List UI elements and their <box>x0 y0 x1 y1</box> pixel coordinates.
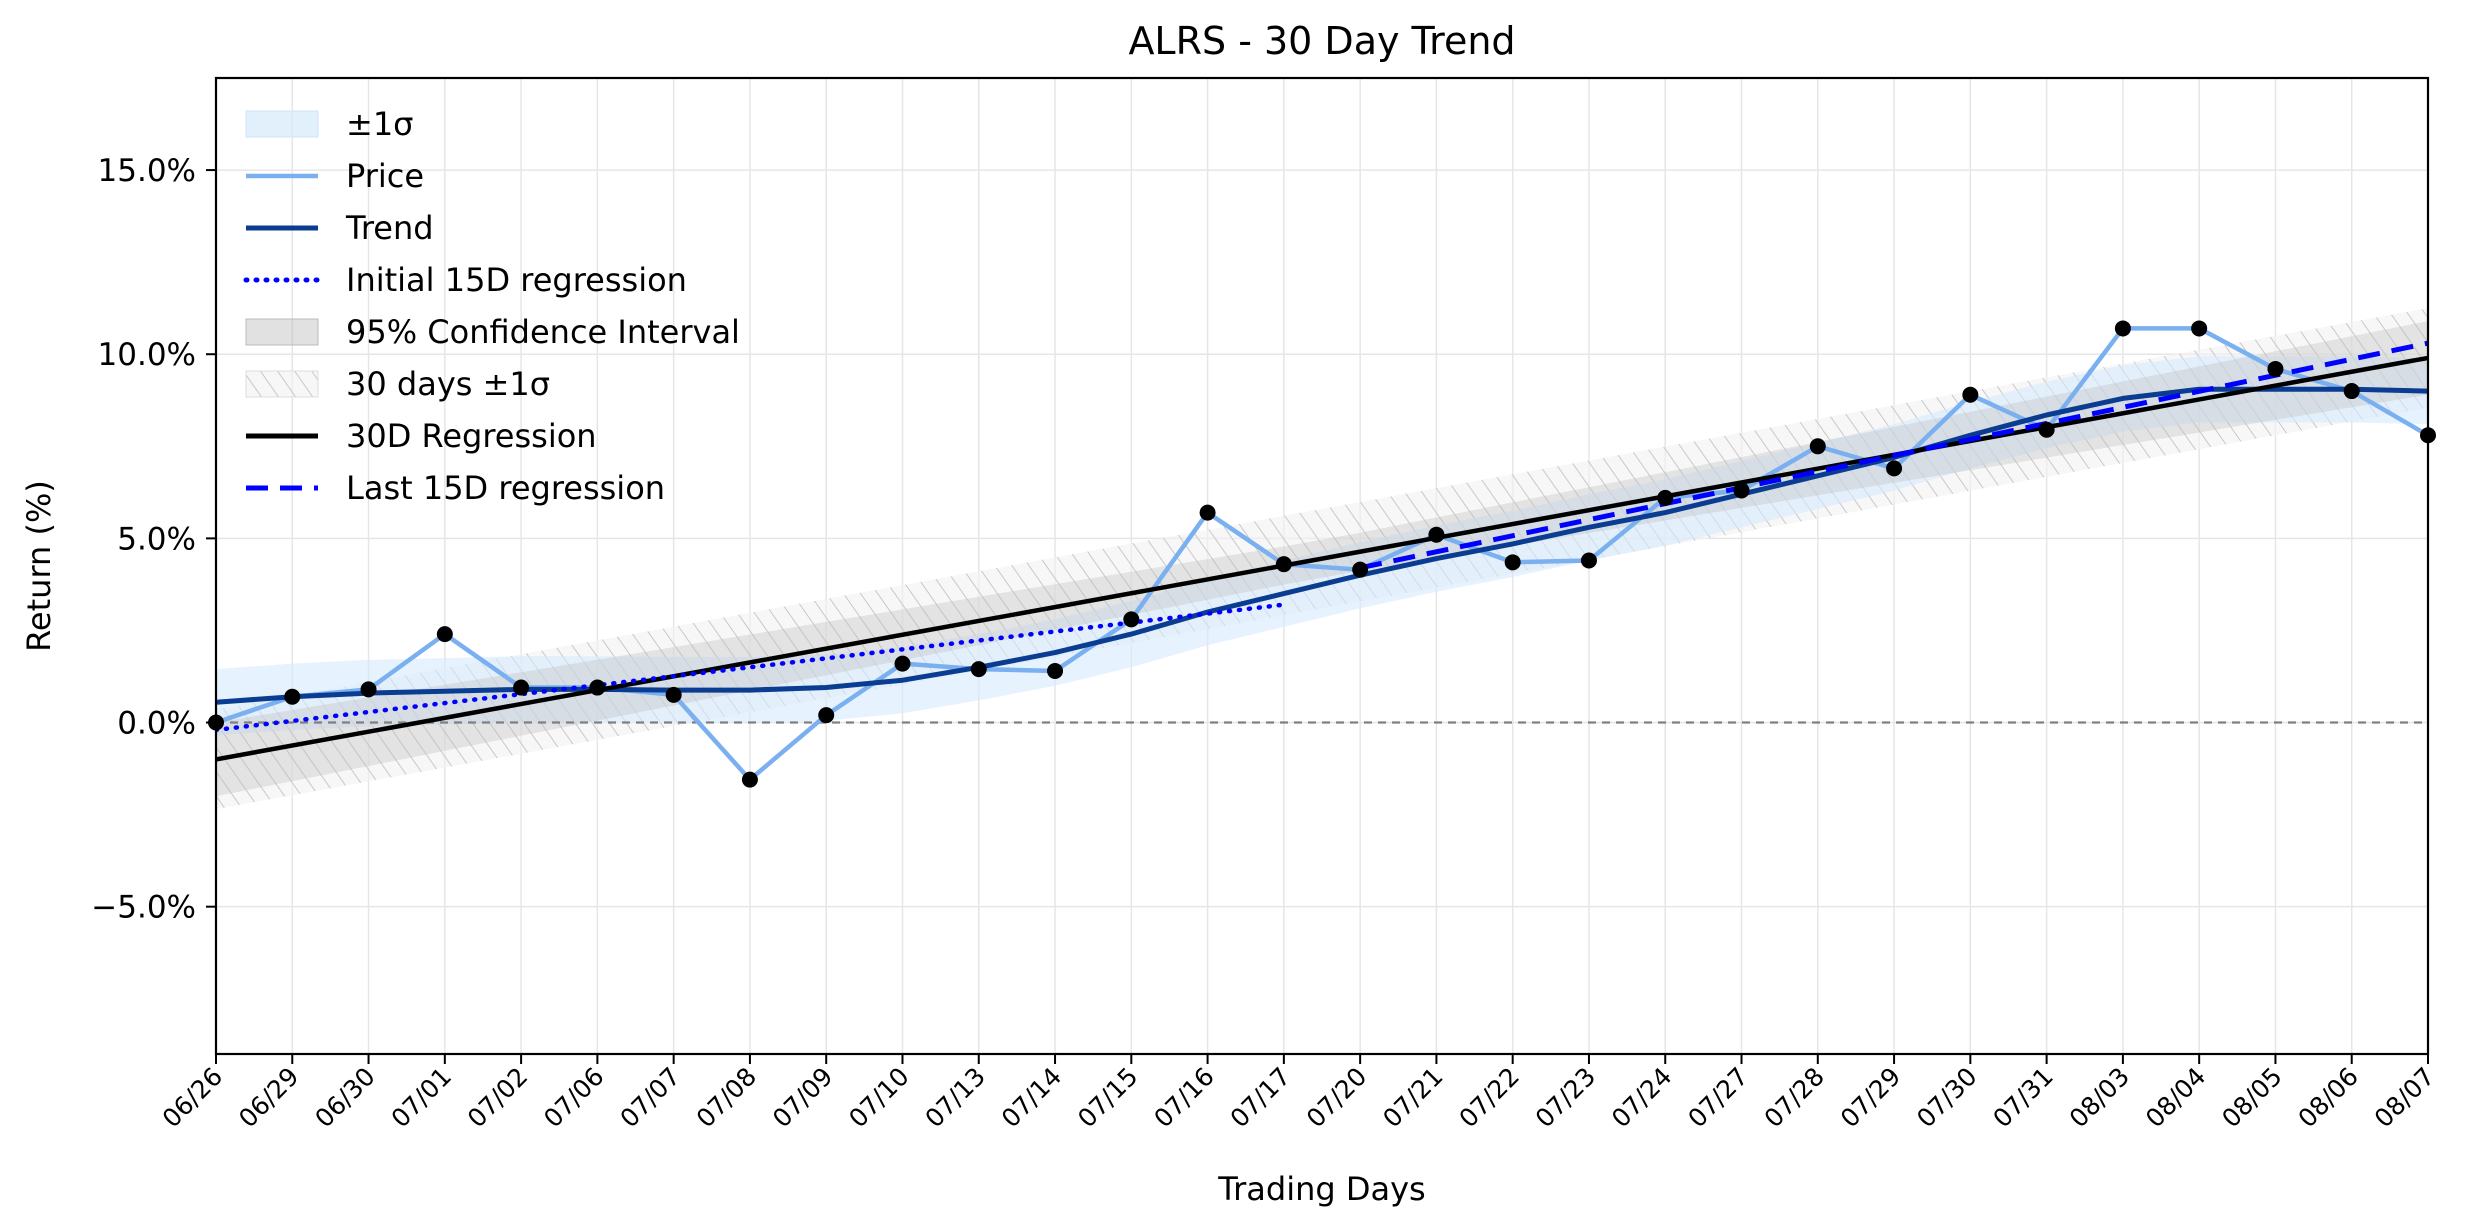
legend-label: 30D Regression <box>346 417 597 455</box>
x-tick-label: 08/07 <box>2369 1062 2440 1133</box>
price-point <box>1809 438 1826 455</box>
x-tick-label: 07/16 <box>1148 1062 1219 1133</box>
y-tick-label: 10.0% <box>98 337 196 373</box>
x-tick-label: 07/24 <box>1606 1062 1677 1133</box>
price-point <box>1657 489 1674 506</box>
price-point <box>360 681 377 698</box>
initial-15d-regression-line <box>216 602 1287 733</box>
legend-label: Initial 15D regression <box>346 261 687 299</box>
price-point <box>665 686 682 703</box>
plot-frame <box>214 76 2430 1056</box>
price-point <box>1047 662 1064 679</box>
price-point <box>1199 504 1216 521</box>
legend-swatch <box>245 110 319 138</box>
price-point <box>1428 526 1445 543</box>
x-tick-label: 07/07 <box>614 1062 685 1133</box>
price-point <box>2038 421 2055 438</box>
x-tick-label: 07/02 <box>462 1062 533 1133</box>
price-point <box>818 707 835 724</box>
price-point <box>741 771 758 788</box>
series-lines <box>216 326 2428 782</box>
price-point <box>970 661 987 678</box>
x-tick-label: 08/04 <box>2140 1062 2211 1133</box>
price-point <box>284 688 301 705</box>
price-point <box>513 679 530 696</box>
x-tick-label: 07/10 <box>843 1062 914 1133</box>
x-tick-label: 06/30 <box>309 1062 380 1133</box>
price-point <box>1123 611 1140 628</box>
price-point <box>589 679 606 696</box>
y-tick-label: 5.0% <box>117 521 196 557</box>
sigma-band <box>216 356 2428 736</box>
y-tick-label: 15.0% <box>98 153 196 189</box>
x-tick-label: 08/06 <box>2293 1062 2364 1133</box>
price-point <box>1352 561 1369 578</box>
x-tick-label: 07/01 <box>386 1062 457 1133</box>
x-axis-label: Trading Days <box>1217 1170 1425 1208</box>
x-tick-label: 07/15 <box>1072 1062 1143 1133</box>
x-tick-label: 07/08 <box>691 1062 762 1133</box>
x-tick-label: 07/13 <box>920 1062 991 1133</box>
x-tick-label: 08/03 <box>2064 1062 2135 1133</box>
x-tick-label: 07/09 <box>767 1062 838 1133</box>
x-tick-label: 07/14 <box>996 1062 1067 1133</box>
legend-label: Price <box>346 157 424 195</box>
legend: ±1σ Price Trend Initial 15D regression 95% C… <box>243 105 740 507</box>
price-point <box>894 655 911 672</box>
x-tick-label: 07/20 <box>1301 1062 1372 1133</box>
legend-label: 30 days ±1σ <box>346 365 550 403</box>
regression-30d-line <box>216 355 2428 762</box>
x-tick-label: 07/17 <box>1225 1062 1296 1133</box>
axes: −5.0%0.0%5.0%10.0%15.0%06/26 06/29 06/30 07… <box>91 153 2440 1133</box>
x-tick-label: 07/23 <box>1530 1062 1601 1133</box>
x-tick-label: 06/29 <box>233 1062 304 1133</box>
price-point <box>1504 554 1521 571</box>
price-points <box>208 320 2436 788</box>
legend-swatch <box>245 370 319 398</box>
price-point <box>1962 386 1979 403</box>
legend-label: 95% Confidence Interval <box>346 313 740 351</box>
price-point <box>1580 552 1597 569</box>
price-point <box>2191 320 2208 337</box>
chart-title: ALRS - 30 Day Trend <box>1128 19 1515 63</box>
x-tick-label: 07/30 <box>1911 1062 1982 1133</box>
x-tick-label: 07/27 <box>1682 1062 1753 1133</box>
price-point <box>436 626 453 643</box>
x-tick-label: 07/06 <box>538 1062 609 1133</box>
y-tick-label: 0.0% <box>117 706 196 742</box>
x-tick-label: 07/29 <box>1835 1062 1906 1133</box>
legend-label: Trend <box>345 209 434 247</box>
y-tick-label: −5.0% <box>91 890 196 926</box>
price-point <box>2114 320 2131 337</box>
legend-swatch <box>245 318 319 346</box>
price-point <box>1275 556 1292 573</box>
x-tick-label: 07/21 <box>1377 1062 1448 1133</box>
price-point <box>2267 360 2284 377</box>
x-tick-label: 07/31 <box>1987 1062 2058 1133</box>
legend-label: ±1σ <box>346 105 413 143</box>
y-axis-label: Return (%) <box>20 480 58 652</box>
x-tick-label: 07/22 <box>1453 1062 1524 1133</box>
price-point <box>1733 482 1750 499</box>
x-tick-label: 07/28 <box>1759 1062 1830 1133</box>
x-tick-label: 06/26 <box>157 1062 228 1133</box>
legend-label: Last 15D regression <box>346 469 665 507</box>
x-tick-label: 08/05 <box>2216 1062 2287 1133</box>
last-15d-regression-line <box>1359 340 2428 571</box>
trend-line <box>216 386 2428 705</box>
price-point <box>1886 460 1903 477</box>
price-point <box>2343 383 2360 400</box>
